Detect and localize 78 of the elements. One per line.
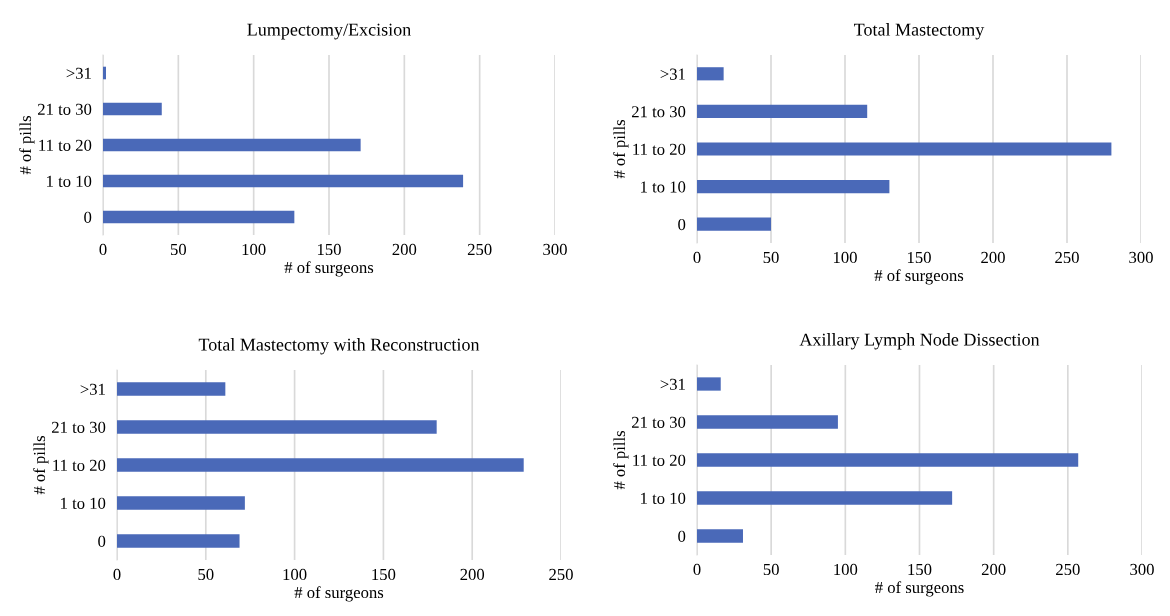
x-tick-label: 0 [113,568,121,581]
bar [117,420,437,434]
bar [103,66,107,80]
x-tick-label: 100 [834,563,858,576]
bar [697,377,721,391]
bar [697,491,953,505]
bar [103,102,162,116]
y-tick-label: 21 to 30 [37,103,92,115]
bar [697,104,868,118]
chart-title: Total Mastectomy [854,23,985,40]
y-axis-title: # of pills [19,115,35,175]
x-tick-label: 200 [981,563,1006,576]
x-tick-label: 150 [372,568,396,581]
x-tick-label: 200 [981,251,1005,264]
y-tick-label: 1 to 10 [641,492,686,504]
bar [697,142,1112,156]
x-tick-label: 150 [907,251,931,264]
x-tick-label: 200 [460,568,485,581]
x-tick-label: 0 [693,251,701,264]
y-tick-label: 0 [678,530,686,542]
y-tick-label: 21 to 30 [631,106,686,118]
bar [697,217,771,231]
x-tick-label: 250 [1055,251,1079,264]
y-tick-label: 0 [678,218,686,231]
x-tick-label: 50 [763,251,779,264]
x-tick-label: 0 [693,563,701,576]
x-tick-label: 50 [170,243,187,256]
y-tick-label: >31 [660,68,685,80]
bar [117,496,245,510]
y-tick-label: >31 [660,378,685,390]
x-tick-label: 300 [1130,563,1154,576]
bar [117,534,240,548]
bar [697,529,743,543]
y-tick-label: 11 to 20 [53,459,106,471]
bar [697,180,890,194]
y-axis-title: # of pills [613,119,629,179]
chart-title: Lumpectomy/Excision [247,23,411,40]
x-tick-label: 200 [392,243,417,256]
bar [117,382,226,396]
x-axis-title: # of surgeons [284,261,374,277]
x-tick-label: 100 [242,243,266,256]
y-tick-label: >31 [80,383,105,395]
bar [117,458,524,472]
y-tick-label: 1 to 10 [61,497,106,509]
x-tick-label: 300 [1129,251,1153,264]
x-axis-title: # of surgeons [874,269,964,285]
bar [103,174,464,188]
y-tick-label: 21 to 30 [631,416,686,428]
x-axis-title: # of surgeons [875,581,964,597]
y-tick-label: >31 [66,67,91,79]
y-tick-label: 1 to 10 [47,175,92,187]
x-tick-label: 250 [549,568,573,581]
x-tick-label: 100 [833,251,857,264]
x-tick-label: 150 [908,563,932,576]
x-tick-label: 50 [198,568,214,581]
bar [697,453,1079,467]
x-axis-title: # of surgeons [294,586,384,602]
x-tick-label: 300 [543,243,567,256]
x-tick-label: 250 [467,243,492,256]
y-tick-label: 0 [84,211,92,223]
y-tick-label: 11 to 20 [39,139,92,151]
x-tick-label: 150 [317,243,341,256]
x-tick-label: 250 [1056,563,1080,576]
chart-title: Total Mastectomy with Reconstruction [198,338,480,355]
y-tick-label: 11 to 20 [633,454,686,466]
bar [103,210,295,224]
y-axis-title: # of pills [613,430,629,490]
x-tick-label: 50 [763,563,779,576]
y-tick-label: 1 to 10 [641,181,686,193]
x-tick-label: 100 [283,568,307,581]
bar [697,67,724,81]
y-tick-label: 11 to 20 [633,143,686,155]
y-axis-title: # of pills [33,435,49,495]
y-tick-label: 21 to 30 [51,421,106,433]
y-tick-label: 0 [98,535,106,547]
bar [697,415,838,429]
chart-title: Axillary Lymph Node Dissection [799,333,1040,350]
bar [103,138,361,152]
